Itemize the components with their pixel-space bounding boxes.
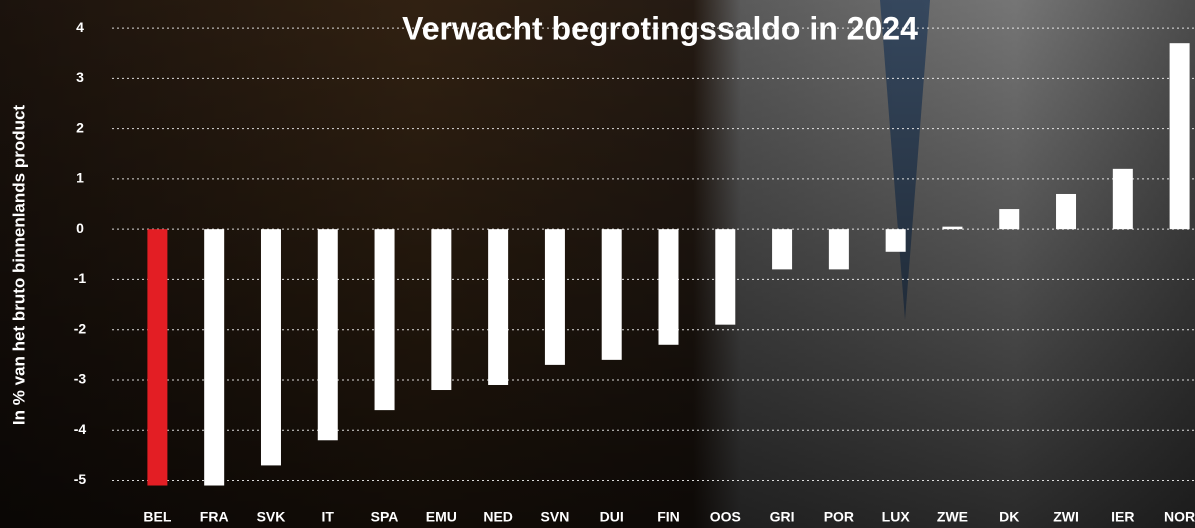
x-tick-label: SVK xyxy=(257,509,286,525)
background-shade xyxy=(0,0,1195,528)
x-tick-label: NED xyxy=(483,509,513,525)
bar xyxy=(886,229,906,252)
x-tick-label: EMU xyxy=(426,509,457,525)
x-tick-label: BEL xyxy=(143,509,171,525)
y-tick-label: -3 xyxy=(74,371,87,387)
x-tick-label: DUI xyxy=(600,509,624,525)
bar xyxy=(659,229,679,345)
x-tick-label: OOS xyxy=(710,509,741,525)
x-tick-label: ZWI xyxy=(1053,509,1079,525)
chart-title: Verwacht begrotingssaldo in 2024 xyxy=(402,10,918,46)
y-tick-label: 1 xyxy=(76,170,84,186)
bar xyxy=(375,229,395,410)
bar xyxy=(829,229,849,269)
bar xyxy=(545,229,565,365)
bar xyxy=(602,229,622,360)
x-tick-label: ZWE xyxy=(937,509,968,525)
y-tick-label: 0 xyxy=(76,220,84,236)
bar xyxy=(431,229,451,390)
bar xyxy=(318,229,338,440)
x-tick-label: GRI xyxy=(770,509,795,525)
x-tick-label: FRA xyxy=(200,509,229,525)
x-tick-label: LUX xyxy=(882,509,911,525)
x-tick-label: FIN xyxy=(657,509,680,525)
x-tick-label: POR xyxy=(824,509,854,525)
y-tick-label: 4 xyxy=(76,19,84,35)
page: {"chart_data": {"type": "bar", "title": … xyxy=(0,0,1195,528)
x-tick-label: SPA xyxy=(371,509,399,525)
bar xyxy=(715,229,735,325)
y-axis-title: In % van het bruto binnenlands product xyxy=(9,105,28,426)
y-tick-label: 2 xyxy=(76,119,84,135)
y-tick-label: -4 xyxy=(74,421,87,437)
y-tick-label: -5 xyxy=(74,471,87,487)
bar xyxy=(942,227,962,230)
x-tick-label: IT xyxy=(322,509,335,525)
x-tick-label: IER xyxy=(1111,509,1134,525)
x-tick-label: SVN xyxy=(541,509,570,525)
chart: In % van het bruto binnenlands product -… xyxy=(0,0,1195,528)
bar xyxy=(261,229,281,465)
bar xyxy=(147,229,167,485)
y-tick-label: -1 xyxy=(74,270,87,286)
x-tick-label: NOR xyxy=(1164,509,1195,525)
bar xyxy=(999,209,1019,229)
bar xyxy=(488,229,508,385)
y-tick-label: 3 xyxy=(76,69,84,85)
y-tick-label: -2 xyxy=(74,320,87,336)
bar xyxy=(1113,169,1133,229)
bar xyxy=(772,229,792,269)
bar xyxy=(1170,43,1190,229)
bar xyxy=(204,229,224,485)
bar xyxy=(1056,194,1076,229)
x-tick-label: DK xyxy=(999,509,1019,525)
